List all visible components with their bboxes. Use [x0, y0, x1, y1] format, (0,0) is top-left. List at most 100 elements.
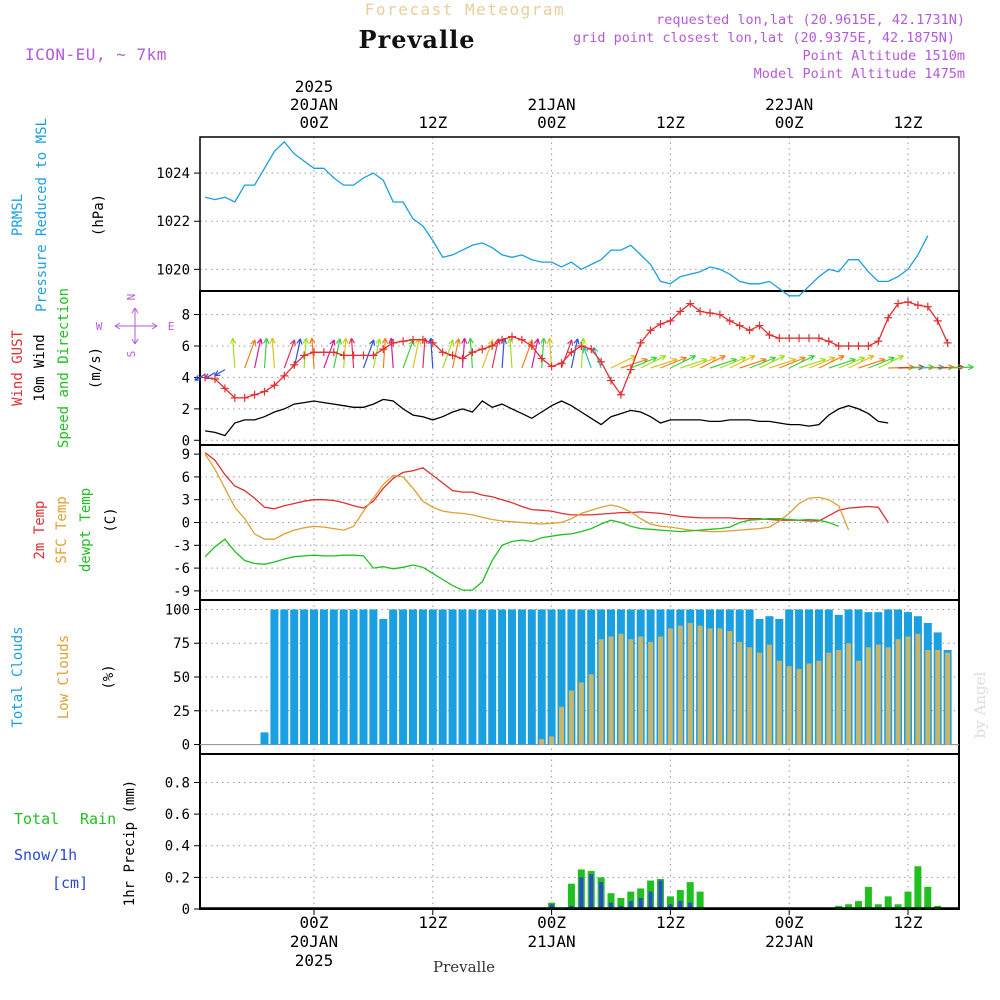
low-cloud-bar — [559, 706, 564, 745]
wind-compass: N W E S — [96, 294, 175, 358]
gust-marker — [587, 345, 596, 354]
gust-marker — [310, 348, 318, 357]
wind-arrow — [699, 355, 726, 369]
low-cloud-bar — [757, 652, 762, 745]
p5-label-total: Total — [14, 810, 59, 828]
bottom-date-label: 22JAN — [765, 932, 813, 951]
low-cloud-bar — [816, 660, 822, 745]
gust-marker — [250, 390, 259, 399]
gust-marker — [211, 375, 219, 383]
snow-bar — [599, 882, 604, 909]
low-cloud-bar — [747, 647, 753, 745]
low-cloud-bar — [648, 641, 654, 745]
y-tick-label: 0.2 — [165, 870, 190, 886]
meteogram-panels: 10201022102402468-9-6-30369025507510000.… — [156, 136, 974, 918]
wind-arrow — [362, 339, 375, 369]
gust-marker — [220, 384, 229, 393]
p3-label-dewpt: dewpt Temp — [78, 488, 94, 572]
gust-marker — [696, 307, 705, 316]
low-cloud-bar — [707, 628, 713, 745]
total-cloud-bar — [488, 609, 497, 745]
total-cloud-bar — [577, 609, 586, 745]
gust-marker — [547, 362, 556, 371]
gust-marker — [923, 302, 932, 311]
compass-ns-arrows — [131, 307, 139, 345]
gust-marker — [488, 342, 497, 350]
gust-marker — [933, 316, 942, 325]
y-tick-label: 6 — [182, 470, 190, 486]
point-altitude: Point Altitude 1510m — [802, 48, 965, 64]
low-cloud-bar — [549, 736, 555, 745]
rain-bar — [676, 890, 684, 909]
location-title: Prevalle — [359, 25, 476, 54]
wind-arrow — [302, 337, 309, 369]
p1-unit: (hPa) — [91, 194, 107, 236]
gust-marker — [468, 348, 477, 357]
top-hour-label: 00Z — [775, 113, 804, 132]
series-line-sfc-temp — [204, 453, 850, 540]
y-tick-label: 0.8 — [165, 775, 190, 791]
requested-coords: requested lon,lat (20.9615E, 42.1731N) — [656, 12, 965, 28]
grid-coords: grid point closest lon,lat (20.9375E, 42… — [573, 30, 955, 46]
gust-marker — [379, 345, 388, 354]
y-tick-label: 1022 — [156, 214, 190, 230]
total-cloud-bar — [517, 609, 526, 745]
total-cloud-bar — [498, 609, 507, 745]
p1-label-prmsl: PRMSL — [10, 194, 26, 236]
snow-bar — [678, 901, 683, 909]
gust-marker — [557, 359, 566, 368]
low-cloud-bar — [677, 625, 683, 745]
gust-marker — [240, 393, 249, 402]
gust-marker — [874, 337, 883, 346]
snow-bar — [668, 904, 673, 909]
rain-bar — [864, 886, 872, 909]
gust-marker — [339, 351, 348, 360]
top-date-label: 22JAN — [765, 95, 813, 114]
gust-marker — [904, 298, 912, 306]
total-cloud-bar — [310, 609, 318, 745]
snow-bar — [648, 891, 653, 909]
p2-label-wind: 10m Wind — [32, 334, 48, 401]
top-year-label: 2025 — [295, 77, 334, 96]
gust-marker — [785, 334, 794, 343]
wind-arrow — [848, 355, 875, 369]
wind-arrow — [348, 337, 356, 369]
low-cloud-bar — [638, 636, 644, 745]
top-date-label: 21JAN — [528, 95, 576, 114]
low-cloud-bar — [925, 649, 931, 745]
p3-label-2m: 2m Temp — [32, 500, 48, 559]
gust-marker — [834, 342, 843, 350]
wind-arrow — [540, 337, 547, 369]
gust-marker — [230, 393, 239, 402]
low-cloud-bar — [915, 633, 921, 745]
wind-arrow — [947, 364, 974, 371]
low-cloud-bar — [667, 628, 673, 745]
compass-e: E — [168, 320, 175, 333]
wind-arrow — [452, 338, 461, 369]
gust-marker — [409, 335, 417, 344]
snow-bar — [609, 902, 613, 909]
wind-arrow — [670, 355, 697, 369]
snow-bar — [628, 901, 633, 909]
total-cloud-bar — [270, 609, 279, 745]
total-cloud-bar — [409, 609, 417, 745]
low-cloud-bar — [658, 636, 663, 745]
top-hour-label: 00Z — [537, 113, 566, 132]
wind-arrow — [283, 339, 296, 369]
gust-marker — [418, 335, 427, 344]
total-cloud-bar — [300, 609, 309, 745]
y-tick-label: -9 — [173, 584, 190, 600]
gust-marker — [369, 351, 378, 360]
total-cloud-bar — [359, 609, 368, 745]
total-cloud-bar — [329, 609, 338, 745]
total-cloud-bar — [369, 609, 378, 745]
wind-arrow — [759, 355, 786, 369]
snow-bar — [589, 874, 594, 909]
rain-bar — [894, 904, 902, 909]
wind-arrow — [254, 338, 263, 369]
rain-bar — [914, 866, 922, 909]
series-line-wind-gust — [204, 301, 949, 399]
wind-arrow — [878, 355, 904, 369]
low-cloud-bar — [598, 639, 604, 745]
low-cloud-bar — [766, 644, 772, 745]
